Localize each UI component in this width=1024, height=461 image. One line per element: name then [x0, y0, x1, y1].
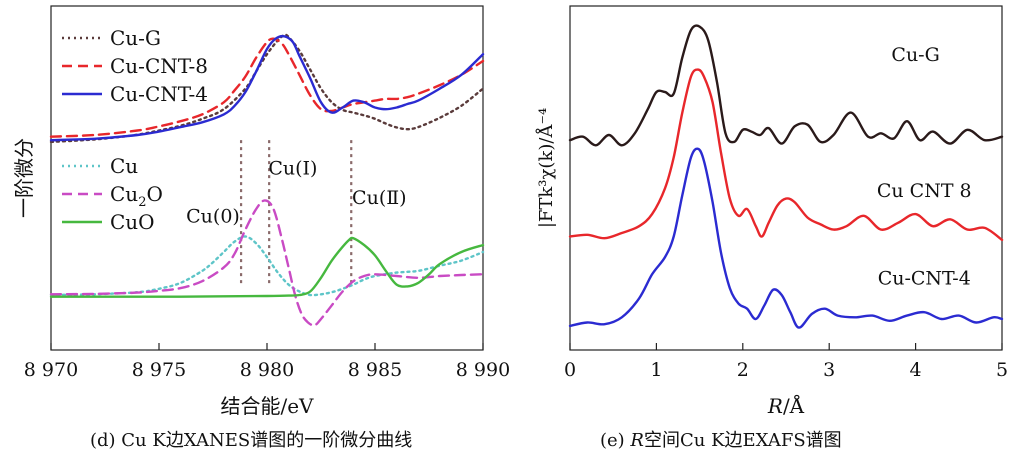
panel-d-series-cu-cnt-8 — [49, 37, 485, 138]
panel-d-x-tick-label: 8 970 — [24, 359, 78, 381]
panel-e-series-cu-cnt-8 — [568, 68, 1004, 242]
panel-e-x-tick-label: 3 — [823, 359, 835, 381]
panel-e-x-tick-label: 0 — [564, 359, 576, 381]
panel-e-x-tick-label: 1 — [650, 359, 662, 381]
panel-d-legend-label: Cu-CNT-4 — [110, 82, 208, 106]
panel-e-x-axis-label: R/Å — [767, 393, 805, 418]
panel-d-series-cu-cnt-4 — [49, 34, 485, 142]
panel-e-plot-frame — [569, 5, 1003, 351]
panel-d-legend-label: Cu2O — [110, 182, 163, 210]
panel-d-legend-label: CuO — [110, 210, 155, 234]
panel-d-legend-label: Cu — [110, 154, 138, 178]
panel-d-annotation: Cu(0) — [186, 206, 240, 228]
panel-d-legend-label: Cu-CNT-8 — [110, 54, 208, 78]
panel-e-y-axis-label: |FTk³χ(k)/Å⁻⁴ — [535, 108, 557, 228]
panel-e-x-tick-label: 2 — [737, 359, 749, 381]
panel-e-x-tick-label: 5 — [996, 359, 1008, 381]
caption-e: (e) R空间Cu K边EXAFS谱图 — [600, 426, 842, 452]
panel-e-chart: 0 1 2 3 4 5 Cu-G Cu CNT 8 Cu-CNT-4 R/Å |FTk³χ(k)/Å… — [535, 5, 1008, 418]
panel-d-annotation: Cu(Ⅰ) — [268, 158, 317, 180]
panel-d-x-tick-label: 8 985 — [348, 359, 402, 381]
panel-d-x-axis-label: 结合能/eV — [220, 394, 314, 418]
panel-e-curve-label: Cu-G — [891, 44, 939, 66]
panel-d-y-axis-label: 一阶微分 — [12, 138, 36, 218]
panel-d-x-tick-label: 8 980 — [240, 359, 294, 381]
panel-d-x-tick-label: 8 990 — [456, 359, 510, 381]
panel-e-series-cu-cnt-4 — [568, 147, 1004, 329]
panel-d-chart: 8 970 8 975 8 980 8 985 8 990 Cu-G Cu-CNT-8 Cu-… — [12, 5, 510, 418]
caption-e-italic: R — [630, 430, 644, 451]
panel-d-x-tick-label: 8 975 — [132, 359, 186, 381]
panel-d-legend-label: Cu-G — [110, 26, 161, 50]
panel-e-curve-label: Cu CNT 8 — [877, 180, 972, 202]
panel-d-series-cuo — [49, 236, 485, 298]
panel-d-annotation: Cu(Ⅱ) — [352, 187, 407, 209]
panel-e-curve-label: Cu-CNT-4 — [878, 268, 971, 290]
panel-e-x-tick-label: 4 — [910, 359, 922, 381]
panel-d-series-cu — [49, 235, 485, 297]
caption-e-prefix: (e) — [600, 430, 631, 451]
caption-e-rest: 空间Cu K边EXAFS谱图 — [643, 430, 842, 451]
panel-e-series-cu-g — [568, 24, 1004, 147]
caption-d: (d) Cu K边XANES谱图的一阶微分曲线 — [90, 430, 413, 451]
